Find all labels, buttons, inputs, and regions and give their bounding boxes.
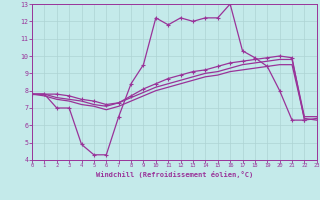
X-axis label: Windchill (Refroidissement éolien,°C): Windchill (Refroidissement éolien,°C) bbox=[96, 171, 253, 178]
